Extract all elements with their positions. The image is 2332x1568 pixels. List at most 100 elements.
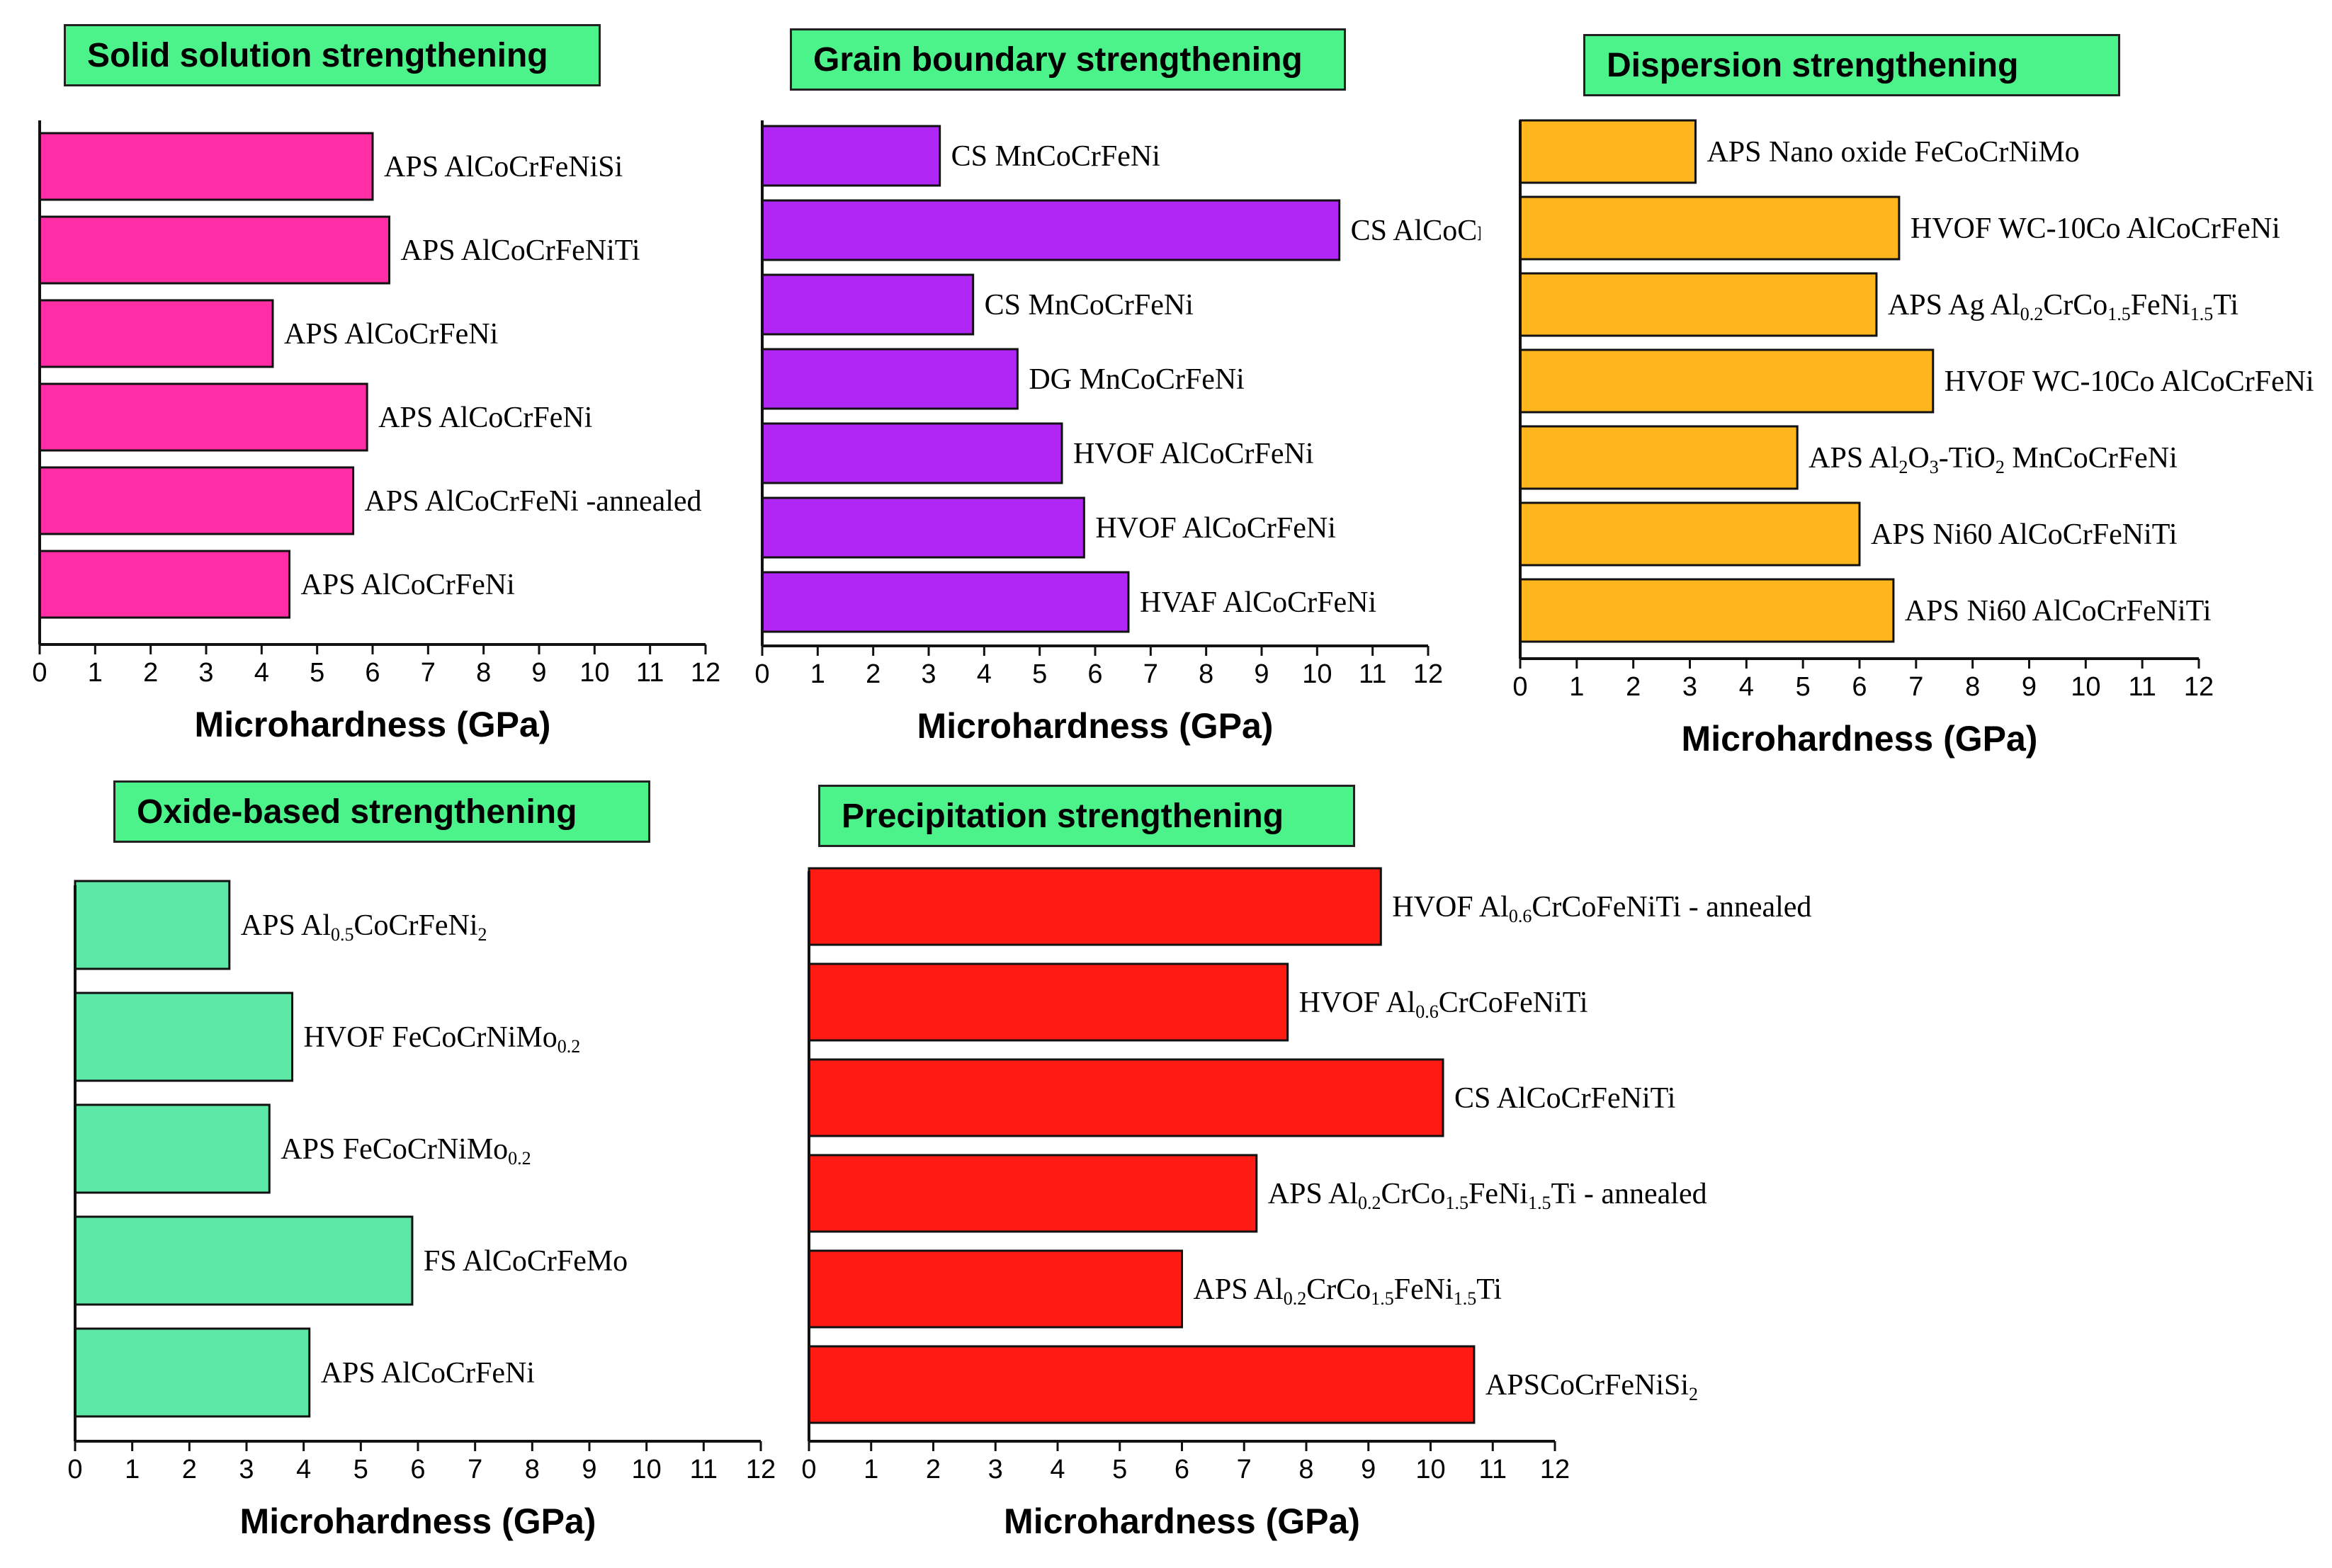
x-tick-label: 9 — [1361, 1455, 1376, 1484]
panel-title-oxide-based: Oxide-based strengthening — [113, 780, 650, 843]
x-tick-label: 1 — [125, 1455, 140, 1484]
bar-label: CS MnCoCrFeNi — [985, 289, 1194, 322]
bar — [761, 348, 1019, 410]
x-tick-label: 0 — [32, 658, 47, 688]
x-tick-label: 12 — [746, 1455, 776, 1484]
bar — [38, 299, 274, 368]
chart-grain-boundary: CS MnCoCrFeNi CS AlCoCrFeNiTi CS MnCoCrFeN… — [754, 120, 1481, 746]
x-tick-label: 8 — [1199, 659, 1213, 689]
panel-title-grain-boundary: Grain boundary strengthening — [790, 28, 1346, 91]
x-tick-label: 3 — [921, 659, 936, 689]
bar-label: HVOF FeCoCrNiMo0.2 — [304, 1021, 581, 1057]
x-tick-label: 8 — [476, 658, 491, 688]
x-tick-label: 4 — [977, 659, 992, 689]
chart-dispersion: APS Nano oxide FeCoCrNiMo HVOF WC-10Co Al… — [1512, 119, 2314, 759]
x-tick-label: 7 — [468, 1455, 482, 1484]
bar — [38, 382, 368, 452]
bar-label: APS Ni60 AlCoCrFeNiTi — [1905, 595, 2212, 627]
x-tick-label: 11 — [2128, 672, 2156, 702]
x-tick-label: 7 — [1143, 659, 1158, 689]
x-tick-label: 3 — [198, 658, 213, 688]
bar — [808, 867, 1382, 946]
bar-label: APS Ni60 AlCoCrFeNiTi — [1871, 518, 2178, 551]
x-tick-label: 6 — [365, 658, 380, 688]
x-tick-label: 7 — [1908, 672, 1923, 702]
x-tick-label: 6 — [410, 1455, 425, 1484]
bar-label: CS AlCoCrFeNiTi — [1351, 215, 1481, 247]
bar-label: APS Al2O3-TiO2 MnCoCrFeNi — [1809, 442, 2178, 477]
x-tick-label: 0 — [1512, 672, 1527, 702]
x-tick-label: 6 — [1087, 659, 1102, 689]
x-tick-label: 11 — [1359, 659, 1386, 689]
x-tick-label: 7 — [1237, 1455, 1252, 1484]
bar — [74, 992, 294, 1082]
bar — [808, 1345, 1476, 1424]
bar-label: APS Nano oxide FeCoCrNiMo — [1706, 136, 2079, 169]
bar — [761, 496, 1085, 559]
x-tick-label: 9 — [2022, 672, 2037, 702]
x-tick-label: 6 — [1852, 672, 1867, 702]
bar-label: APS Al0.2CrCo1.5FeNi1.5Ti - annealed — [1268, 1178, 1707, 1213]
x-tick-label: 11 — [690, 1455, 718, 1484]
x-tick-label: 5 — [1112, 1455, 1127, 1484]
bar-label: APS AlCoCrFeNiSi — [384, 151, 623, 183]
bar-label: HVOF AlCoCrFeNi — [1073, 438, 1314, 470]
x-tick-label: 4 — [254, 658, 269, 688]
bar — [74, 880, 231, 970]
chart-solid-solution: APS AlCoCrFeNiSi APS AlCoCrFeNiTi APS AlCo… — [32, 120, 720, 744]
x-axis-title: Microhardness (GPa) — [917, 706, 1274, 746]
x-tick-label: 1 — [88, 658, 103, 688]
bar-label: APS AlCoCrFeNi — [284, 318, 498, 351]
bar-label: DG MnCoCrFeNi — [1029, 363, 1245, 396]
bar-label: APS Ag Al0.2CrCo1.5FeNi1.5Ti — [1888, 289, 2238, 324]
panel-title-dispersion: Dispersion strengthening — [1583, 34, 2120, 96]
x-tick-label: 10 — [1302, 659, 1332, 689]
x-tick-label: 9 — [582, 1455, 596, 1484]
chart-oxide-based: APS Al0.5CoCrFeNi2 HVOF FeCoCrNiMo0.2 APS … — [67, 880, 776, 1541]
bar-label: APS AlCoCrFeNiTi — [401, 234, 640, 267]
bar — [1519, 501, 1861, 567]
bar-label: HVOF Al0.6CrCoFeNiTi - annealed — [1392, 891, 1811, 926]
bar — [38, 215, 390, 285]
x-axis-title: Microhardness (GPa) — [1682, 719, 2038, 759]
x-tick-label: 2 — [182, 1455, 197, 1484]
x-tick-label: 11 — [1479, 1455, 1507, 1484]
x-tick-label: 7 — [421, 658, 436, 688]
bar-label: APS Al0.2CrCo1.5FeNi1.5Ti — [1194, 1273, 1502, 1309]
x-tick-label: 4 — [296, 1455, 311, 1484]
x-tick-label: 0 — [67, 1455, 82, 1484]
bar — [74, 1215, 414, 1306]
x-tick-label: 0 — [801, 1455, 816, 1484]
bar-label: HVAF AlCoCrFeNi — [1140, 586, 1376, 619]
x-tick-label: 5 — [1796, 672, 1811, 702]
chart-precipitation: HVOF Al0.6CrCoFeNiTi - annealed HVOF Al0.… — [801, 867, 1811, 1541]
bar-label: APS Al0.5CoCrFeNi2 — [241, 909, 487, 945]
x-tick-label: 2 — [926, 1455, 941, 1484]
x-tick-label: 12 — [1540, 1455, 1570, 1484]
x-tick-label: 10 — [1415, 1455, 1445, 1484]
x-tick-label: 2 — [143, 658, 158, 688]
bar — [761, 422, 1063, 484]
bar-label: HVOF WC-10Co AlCoCrFeNi — [1911, 212, 2280, 245]
bar-label: HVOF Al0.6CrCoFeNiTi — [1299, 987, 1588, 1022]
x-axis-title: Microhardness (GPa) — [240, 1501, 596, 1541]
x-tick-label: 5 — [1032, 659, 1047, 689]
bar — [38, 550, 290, 619]
bar — [808, 1154, 1258, 1233]
bar — [761, 199, 1341, 261]
bar — [761, 571, 1130, 633]
x-tick-label: 12 — [1413, 659, 1443, 689]
bar-label: CS AlCoCrFeNiTi — [1454, 1082, 1675, 1115]
bar — [74, 1327, 311, 1418]
bar — [1519, 195, 1901, 261]
bar — [1519, 272, 1878, 337]
x-tick-label: 11 — [636, 658, 664, 688]
x-tick-label: 1 — [864, 1455, 878, 1484]
bar-label: HVOF AlCoCrFeNi — [1095, 512, 1336, 545]
x-tick-label: 8 — [1965, 672, 1980, 702]
bar — [38, 132, 374, 201]
x-tick-label: 3 — [239, 1455, 254, 1484]
x-tick-label: 12 — [691, 658, 720, 688]
bar-label: FS AlCoCrFeMo — [424, 1245, 628, 1278]
bar — [761, 273, 975, 336]
